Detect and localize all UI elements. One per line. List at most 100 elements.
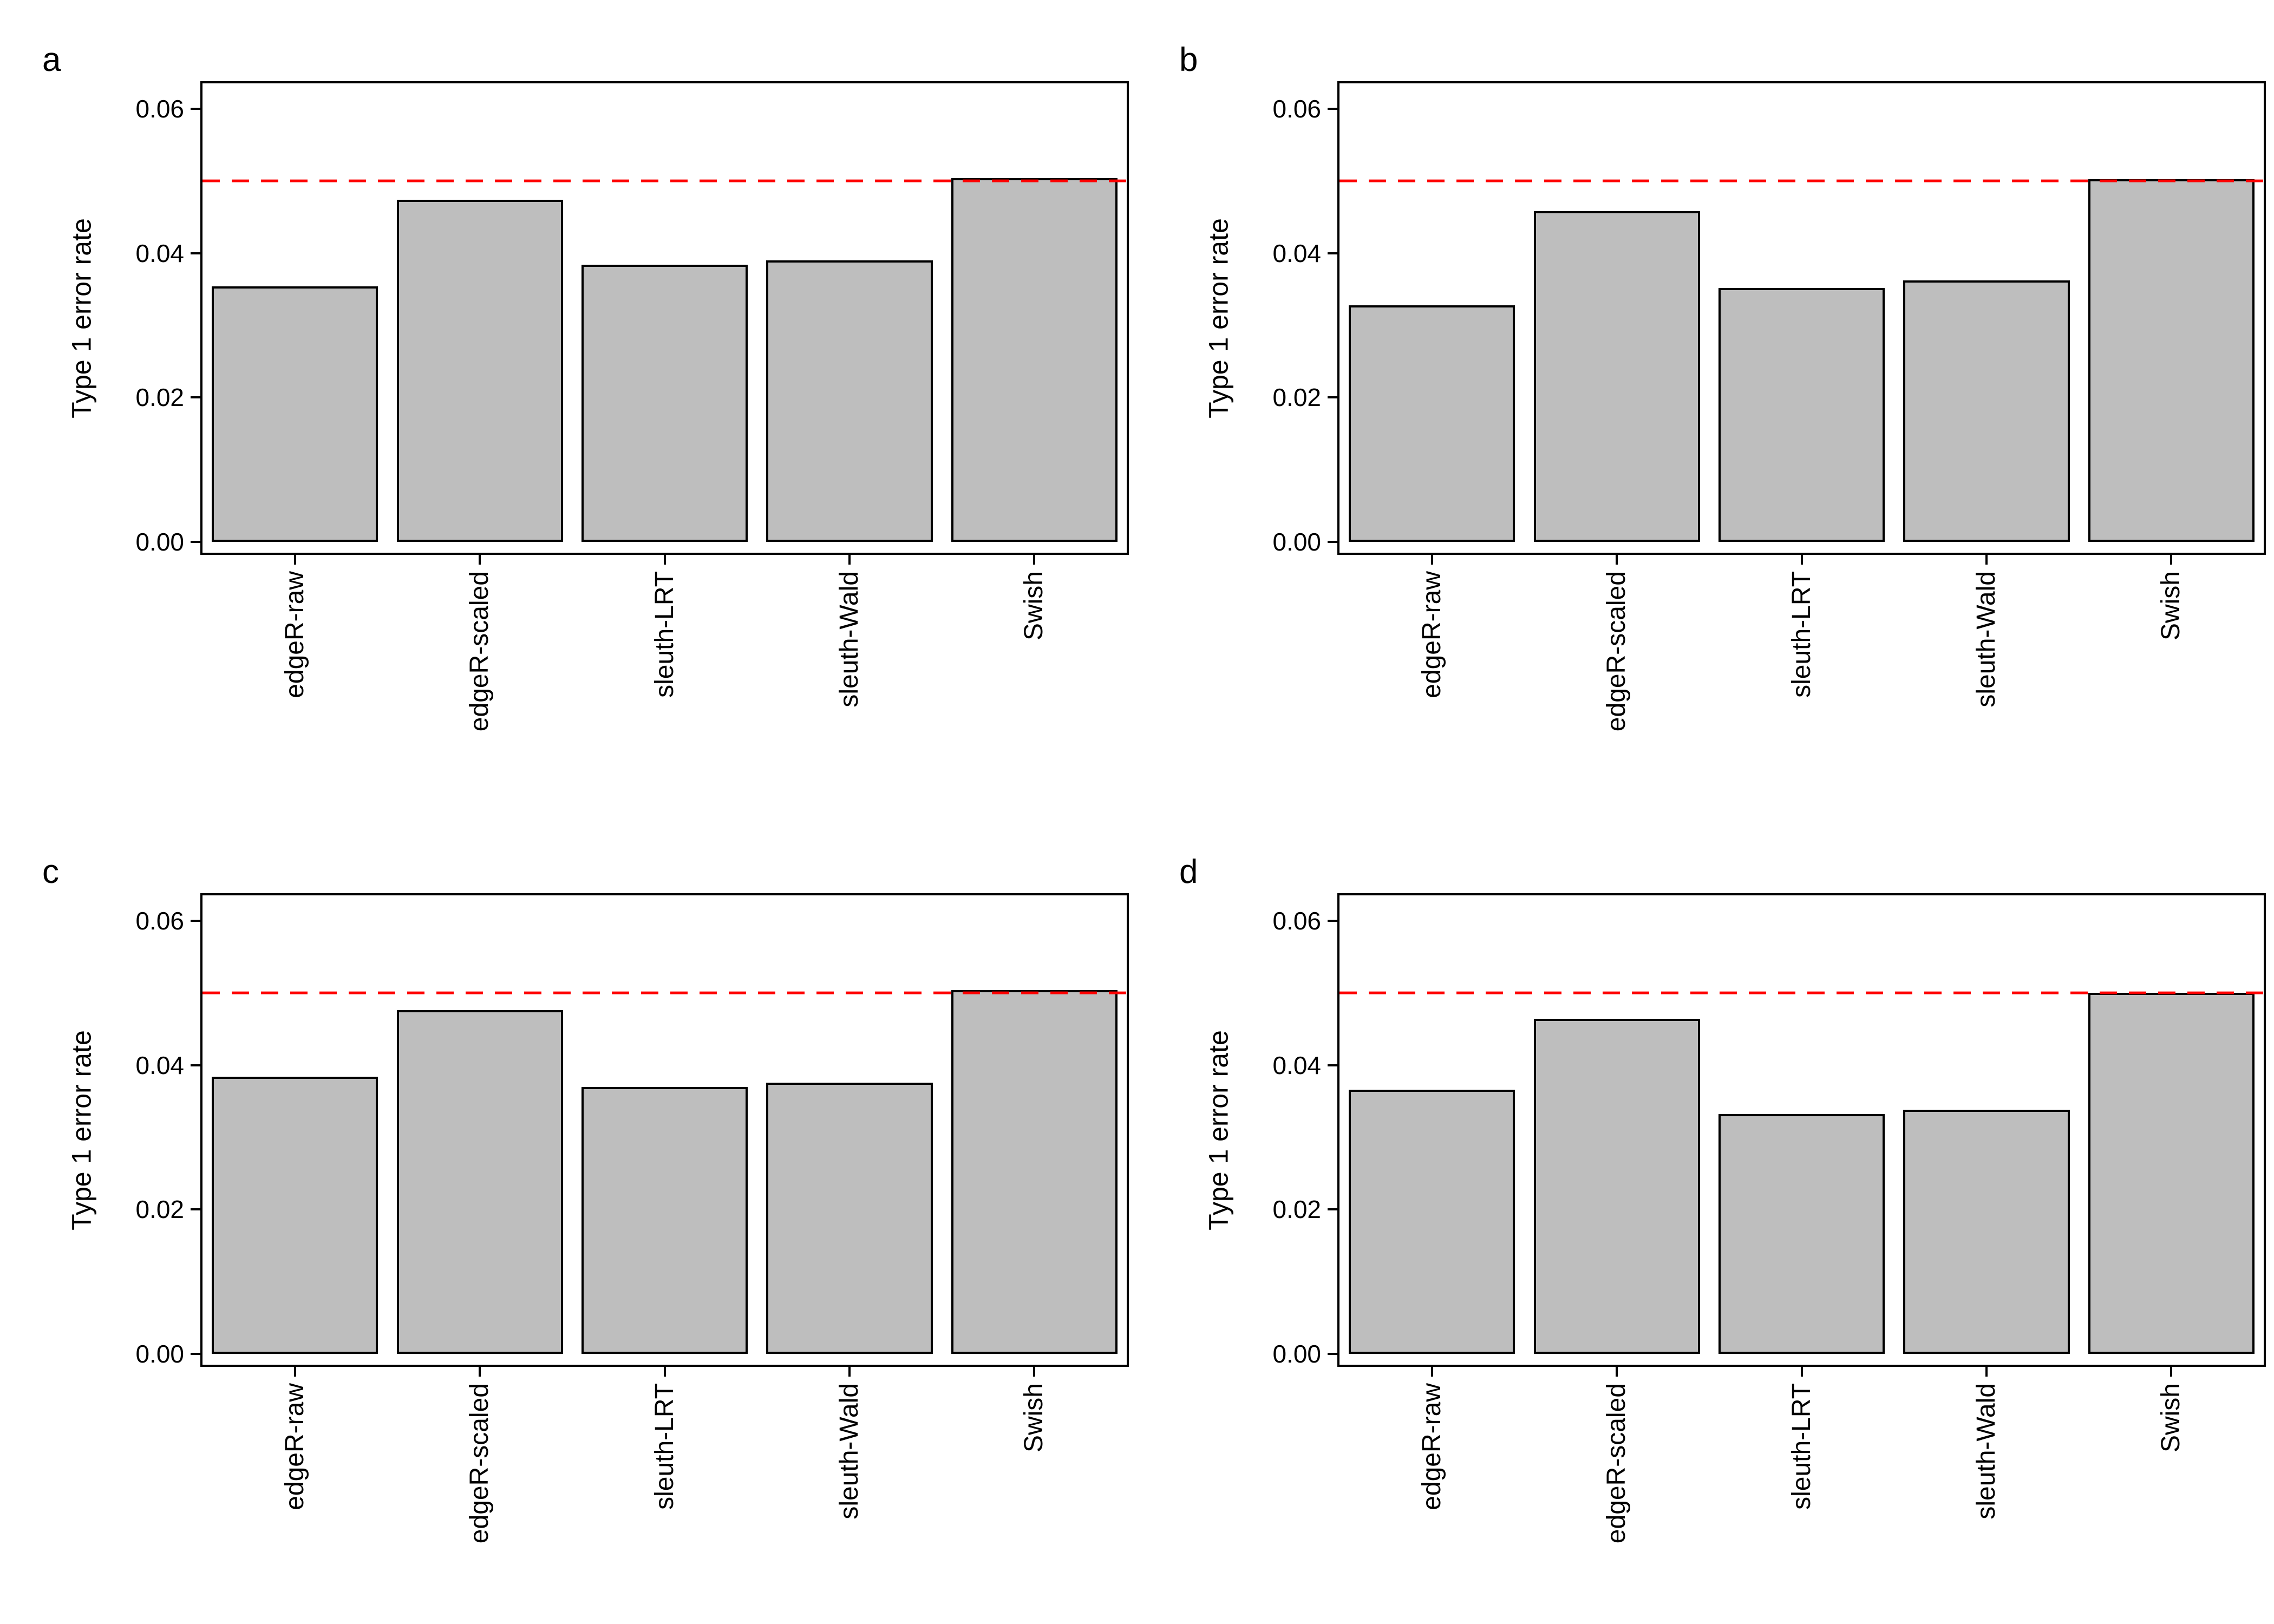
x-tick-mark <box>848 1367 851 1377</box>
y-tick-mark <box>1328 396 1337 399</box>
x-category-label: edgeR-raw <box>1417 1383 1446 1510</box>
x-category-label: edgeR-scaled <box>1602 1383 1631 1544</box>
bar-edgeR-scaled <box>1533 1019 1700 1354</box>
bar-Swish <box>2088 993 2255 1354</box>
panel-tag: b <box>1179 41 1198 78</box>
x-category-label: sleuth-Wald <box>834 571 864 708</box>
x-tick-mark <box>1985 555 1988 565</box>
y-tick-mark <box>191 396 200 399</box>
y-tick-mark <box>191 107 200 110</box>
y-tick-mark <box>191 919 200 922</box>
plot-area <box>1337 81 2266 555</box>
bar-sleuth-LRT <box>581 1086 748 1354</box>
bar-edgeR-raw <box>1349 1089 1515 1354</box>
y-tick-label: 0.04 <box>1272 1051 1321 1079</box>
bar-sleuth-LRT <box>1718 287 1885 542</box>
y-tick-label: 0.02 <box>135 1195 184 1224</box>
y-tick-mark <box>1328 919 1337 922</box>
x-category-label: edgeR-scaled <box>465 571 494 732</box>
y-axis-title: Type 1 error rate <box>1203 218 1234 418</box>
bar-sleuth-Wald <box>1903 280 2070 542</box>
y-tick-label: 0.02 <box>1272 383 1321 412</box>
x-category-label: Swish <box>2157 1383 2186 1453</box>
x-tick-mark <box>663 555 666 565</box>
y-tick-mark <box>1328 1064 1337 1066</box>
y-tick-label: 0.04 <box>135 1051 184 1079</box>
x-category-label: Swish <box>1020 571 1049 641</box>
panel-b: b Type 1 error rate 0.00 0.02 0.04 0.06 edge… <box>1137 0 2274 812</box>
y-axis-title: Type 1 error rate <box>66 1030 97 1230</box>
x-tick-mark <box>1033 555 1036 565</box>
y-tick-mark <box>1328 541 1337 543</box>
y-tick-mark <box>191 1353 200 1355</box>
x-tick-mark <box>479 1367 481 1377</box>
y-axis-title: Type 1 error rate <box>66 218 97 418</box>
plot-area <box>1337 893 2266 1367</box>
x-tick-mark <box>1430 1367 1433 1377</box>
x-tick-mark <box>1430 555 1433 565</box>
x-tick-mark <box>1800 1367 1803 1377</box>
x-tick-mark <box>1616 555 1618 565</box>
panel-d: d Type 1 error rate 0.00 0.02 0.04 0.06 edge… <box>1137 812 2274 1624</box>
x-category-label: edgeR-scaled <box>465 1383 494 1544</box>
bar-edgeR-scaled <box>396 199 563 542</box>
y-tick-label: 0.04 <box>1272 239 1321 267</box>
y-tick-label: 0.02 <box>135 383 184 412</box>
x-category-label: sleuth-LRT <box>650 1383 679 1510</box>
x-category-label: edgeR-raw <box>280 571 309 698</box>
bar-edgeR-raw <box>212 286 378 542</box>
x-category-label: sleuth-Wald <box>1971 571 2001 708</box>
y-tick-mark <box>1328 107 1337 110</box>
bar-sleuth-Wald <box>1903 1110 2070 1354</box>
x-tick-mark <box>1616 1367 1618 1377</box>
bar-Swish <box>951 178 1118 542</box>
x-category-label: sleuth-LRT <box>650 571 679 698</box>
bar-sleuth-Wald <box>766 260 933 542</box>
y-tick-mark <box>1328 252 1337 254</box>
y-tick-label: 0.00 <box>1272 1340 1321 1368</box>
y-tick-mark <box>191 1208 200 1211</box>
x-tick-mark <box>663 1367 666 1377</box>
y-tick-label: 0.00 <box>135 528 184 556</box>
bar-Swish <box>951 990 1118 1354</box>
y-tick-label: 0.02 <box>1272 1195 1321 1224</box>
y-tick-mark <box>191 252 200 254</box>
x-tick-mark <box>293 555 296 565</box>
bar-Swish <box>2088 179 2255 542</box>
y-tick-label: 0.00 <box>135 1340 184 1368</box>
bar-edgeR-scaled <box>1533 211 1700 542</box>
y-tick-label: 0.06 <box>1272 906 1321 935</box>
x-category-label: edgeR-scaled <box>1602 571 1631 732</box>
bar-edgeR-raw <box>212 1076 378 1354</box>
y-tick-label: 0.06 <box>135 94 184 123</box>
x-category-label: sleuth-Wald <box>834 1383 864 1520</box>
x-tick-mark <box>293 1367 296 1377</box>
x-tick-mark <box>479 555 481 565</box>
panel-a: a Type 1 error rate 0.00 0.02 0.04 0.06 edge… <box>0 0 1137 812</box>
panel-tag: c <box>42 853 59 890</box>
x-tick-mark <box>848 555 851 565</box>
x-tick-mark <box>1985 1367 1988 1377</box>
plot-area <box>200 81 1129 555</box>
y-tick-label: 0.00 <box>1272 528 1321 556</box>
bar-sleuth-Wald <box>766 1082 933 1354</box>
bar-edgeR-raw <box>1349 305 1515 542</box>
x-category-label: edgeR-raw <box>1417 571 1446 698</box>
y-tick-label: 0.06 <box>1272 94 1321 123</box>
bar-sleuth-LRT <box>1718 1114 1885 1354</box>
y-tick-mark <box>191 1064 200 1066</box>
x-category-label: sleuth-LRT <box>1787 1383 1816 1510</box>
panel-c: c Type 1 error rate 0.00 0.02 0.04 0.06 edge… <box>0 812 1137 1624</box>
x-category-label: Swish <box>1020 1383 1049 1453</box>
panel-tag: a <box>42 41 61 78</box>
plot-area <box>200 893 1129 1367</box>
x-tick-mark <box>2170 1367 2173 1377</box>
y-axis-title: Type 1 error rate <box>1203 1030 1234 1230</box>
x-tick-mark <box>2170 555 2173 565</box>
y-tick-mark <box>191 541 200 543</box>
panel-tag: d <box>1179 853 1198 890</box>
y-tick-label: 0.04 <box>135 239 184 267</box>
x-category-label: Swish <box>2157 571 2186 641</box>
y-tick-label: 0.06 <box>135 906 184 935</box>
